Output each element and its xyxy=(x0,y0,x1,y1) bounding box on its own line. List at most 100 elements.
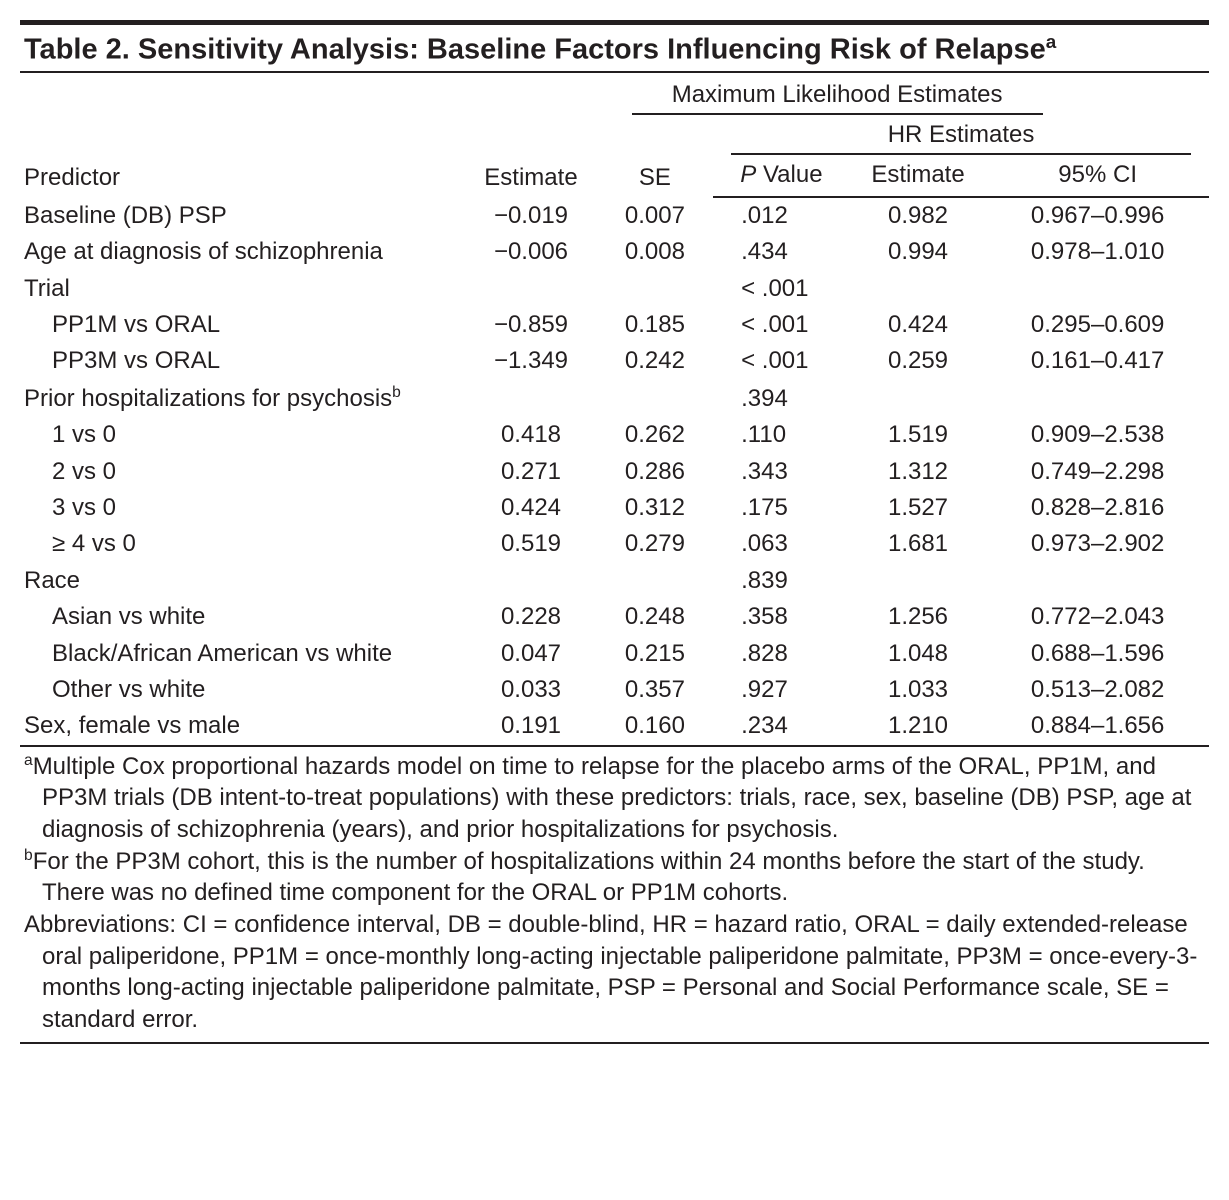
cell-p: .110 xyxy=(713,417,850,453)
cell-hr: 1.210 xyxy=(850,708,987,745)
cell-hr: 1.519 xyxy=(850,417,987,453)
cell-hr: 0.424 xyxy=(850,307,987,343)
cell-se: 0.262 xyxy=(597,417,713,453)
footnote: aMultiple Cox proportional hazards model… xyxy=(24,751,1205,846)
table-row: Sex, female vs male0.1910.160.2341.2100.… xyxy=(20,708,1209,745)
cell-est: 0.047 xyxy=(465,636,597,672)
cell-est xyxy=(465,563,597,599)
cell-predictor: Other vs white xyxy=(20,672,465,708)
cell-se: 0.008 xyxy=(597,234,713,270)
cell-predictor: Prior hospitalizations for psychosisb xyxy=(20,380,465,417)
cell-hr xyxy=(850,563,987,599)
cell-predictor: Trial xyxy=(20,271,465,307)
table-row: Asian vs white0.2280.248.3581.2560.772–2… xyxy=(20,599,1209,635)
table-row: 3 vs 00.4240.312.1751.5270.828–2.816 xyxy=(20,490,1209,526)
pvalue-p: P xyxy=(740,161,756,188)
cell-se: 0.007 xyxy=(597,197,713,234)
cell-ci: 0.161–0.417 xyxy=(986,343,1209,379)
cell-ci xyxy=(986,380,1209,417)
cell-est: −0.019 xyxy=(465,197,597,234)
cell-ci: 0.828–2.816 xyxy=(986,490,1209,526)
header-row-1: Predictor Maximum Likelihood Estimates xyxy=(20,73,1209,117)
table-row: PP3M vs ORAL−1.3490.242< .0010.2590.161–… xyxy=(20,343,1209,379)
cell-se: 0.286 xyxy=(597,454,713,490)
cell-hr xyxy=(850,271,987,307)
table-body: Baseline (DB) PSP−0.0190.007.0120.9820.9… xyxy=(20,197,1209,746)
cell-p: .434 xyxy=(713,234,850,270)
cell-se: 0.248 xyxy=(597,599,713,635)
cell-predictor: Sex, female vs male xyxy=(20,708,465,745)
cell-hr: 0.259 xyxy=(850,343,987,379)
cell-se xyxy=(597,271,713,307)
cell-est: 0.519 xyxy=(465,526,597,562)
cell-hr: 1.681 xyxy=(850,526,987,562)
cell-p: .927 xyxy=(713,672,850,708)
cell-predictor: PP3M vs ORAL xyxy=(20,343,465,379)
cell-hr: 1.048 xyxy=(850,636,987,672)
header-hr-wrap: HR Estimates xyxy=(713,117,1209,157)
cell-est: −0.006 xyxy=(465,234,597,270)
cell-predictor: Black/African American vs white xyxy=(20,636,465,672)
cell-se: 0.160 xyxy=(597,708,713,745)
cell-predictor: 3 vs 0 xyxy=(20,490,465,526)
data-table: Predictor Maximum Likelihood Estimates E… xyxy=(20,73,1209,747)
cell-ci: 0.749–2.298 xyxy=(986,454,1209,490)
cell-se xyxy=(597,380,713,417)
table-container: Table 2. Sensitivity Analysis: Baseline … xyxy=(20,20,1209,1044)
cell-est: 0.191 xyxy=(465,708,597,745)
cell-hr: 1.312 xyxy=(850,454,987,490)
cell-ci: 0.513–2.082 xyxy=(986,672,1209,708)
table-head: Predictor Maximum Likelihood Estimates E… xyxy=(20,73,1209,197)
cell-se: 0.215 xyxy=(597,636,713,672)
footnotes: aMultiple Cox proportional hazards model… xyxy=(20,747,1209,1042)
header-pvalue: P Value xyxy=(713,157,850,196)
cell-predictor: ≥ 4 vs 0 xyxy=(20,526,465,562)
cell-p: .394 xyxy=(713,380,850,417)
cell-sup: b xyxy=(392,384,401,401)
cell-est: 0.271 xyxy=(465,454,597,490)
cell-est: −0.859 xyxy=(465,307,597,343)
cell-ci: 0.978–1.010 xyxy=(986,234,1209,270)
cell-p: .839 xyxy=(713,563,850,599)
cell-predictor: Age at diagnosis of schizophrenia xyxy=(20,234,465,270)
table-row: Black/African American vs white0.0470.21… xyxy=(20,636,1209,672)
cell-est: −1.349 xyxy=(465,343,597,379)
cell-est: 0.228 xyxy=(465,599,597,635)
header-se: SE xyxy=(597,117,713,197)
cell-p: < .001 xyxy=(713,307,850,343)
table-row: PP1M vs ORAL−0.8590.185< .0010.4240.295–… xyxy=(20,307,1209,343)
header-hr: HR Estimates xyxy=(731,119,1191,155)
table-row: 1 vs 00.4180.262.1101.5190.909–2.538 xyxy=(20,417,1209,453)
header-hrest: Estimate xyxy=(850,157,987,196)
table-row: Prior hospitalizations for psychosisb .39… xyxy=(20,380,1209,417)
cell-est xyxy=(465,271,597,307)
cell-hr: 1.527 xyxy=(850,490,987,526)
cell-predictor: 2 vs 0 xyxy=(20,454,465,490)
table-row: Trial< .001 xyxy=(20,271,1209,307)
cell-ci: 0.884–1.656 xyxy=(986,708,1209,745)
cell-est xyxy=(465,380,597,417)
cell-p: .828 xyxy=(713,636,850,672)
cell-ci: 0.772–2.043 xyxy=(986,599,1209,635)
pvalue-label: Value xyxy=(763,161,823,188)
cell-se xyxy=(597,563,713,599)
cell-hr xyxy=(850,380,987,417)
header-ci: 95% CI xyxy=(986,157,1209,196)
footnote: Abbreviations: CI = confidence interval,… xyxy=(24,909,1205,1036)
cell-ci xyxy=(986,271,1209,307)
cell-hr: 1.033 xyxy=(850,672,987,708)
title-sup: a xyxy=(1046,31,1056,52)
header-est: Estimate xyxy=(465,117,597,197)
cell-ci: 0.909–2.538 xyxy=(986,417,1209,453)
cell-est: 0.418 xyxy=(465,417,597,453)
cell-hr: 0.994 xyxy=(850,234,987,270)
table-row: Race.839 xyxy=(20,563,1209,599)
cell-est: 0.424 xyxy=(465,490,597,526)
cell-est: 0.033 xyxy=(465,672,597,708)
cell-ci xyxy=(986,563,1209,599)
cell-predictor: 1 vs 0 xyxy=(20,417,465,453)
cell-p: .234 xyxy=(713,708,850,745)
cell-p: .175 xyxy=(713,490,850,526)
table-row: 2 vs 00.2710.286.3431.3120.749–2.298 xyxy=(20,454,1209,490)
table-row: Baseline (DB) PSP−0.0190.007.0120.9820.9… xyxy=(20,197,1209,234)
